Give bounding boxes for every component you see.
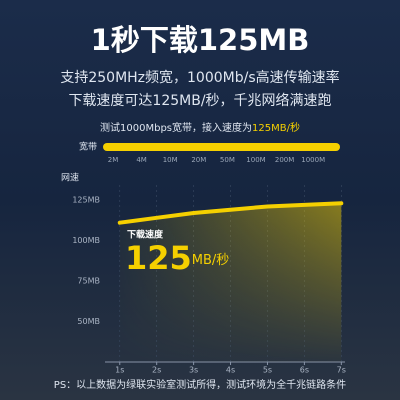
bandwidth-tick: 20M bbox=[191, 156, 206, 164]
bandwidth-tick: 1000M bbox=[301, 156, 325, 164]
test-note-text: 测试1000Mbps宽带，接入速度为 bbox=[100, 121, 252, 134]
x-tick-label: 3s bbox=[189, 366, 198, 375]
bandwidth-label: 宽带 bbox=[79, 141, 97, 153]
bandwidth-tick: 4M bbox=[136, 156, 147, 164]
subtitle: 下载速度可达125MB/秒，千兆网络满速跑 bbox=[68, 93, 331, 109]
callout-unit: MB/秒 bbox=[192, 253, 230, 268]
footnote: PS：以上数据为绿联实验室测试所得，测试环境为全千兆链路条件 bbox=[54, 378, 346, 391]
bandwidth-bar bbox=[103, 143, 340, 151]
x-tick-label: 1s bbox=[115, 366, 124, 375]
x-tick-label: 7s bbox=[337, 366, 346, 375]
callout-value: 125MB/秒 bbox=[125, 239, 229, 277]
callout-number: 125 bbox=[125, 239, 192, 277]
y-tick-label: 100MB bbox=[72, 236, 100, 245]
x-tick-label: 5s bbox=[263, 366, 272, 375]
bandwidth-tick: 50M bbox=[220, 156, 235, 164]
x-tick-label: 6s bbox=[300, 366, 309, 375]
y-tick-label: 125MB bbox=[72, 196, 100, 205]
subtitle: 支持250MHz频宽，1000Mb/s高速传输速率 bbox=[60, 69, 339, 86]
y-axis-label: 网速 bbox=[61, 173, 79, 184]
bandwidth-tick: 100M bbox=[246, 156, 265, 164]
y-tick-label: 75MB bbox=[77, 277, 100, 286]
x-tick-label: 2s bbox=[152, 366, 161, 375]
test-note: 测试1000Mbps宽带，接入速度为125MB/秒 bbox=[100, 121, 300, 134]
bandwidth-tick: 2M bbox=[108, 156, 119, 164]
line bbox=[117, 201, 344, 225]
title: 1秒下载125MB bbox=[91, 23, 310, 57]
area-fill bbox=[119, 203, 342, 362]
callout-label: 下载速度 bbox=[127, 229, 164, 241]
x-tick-label: 4s bbox=[226, 366, 235, 375]
bandwidth-tick: 200M bbox=[275, 156, 294, 164]
test-note-highlight: 125MB/秒 bbox=[252, 121, 300, 134]
y-tick-label: 50MB bbox=[77, 317, 100, 326]
bandwidth-tick: 10M bbox=[163, 156, 178, 164]
